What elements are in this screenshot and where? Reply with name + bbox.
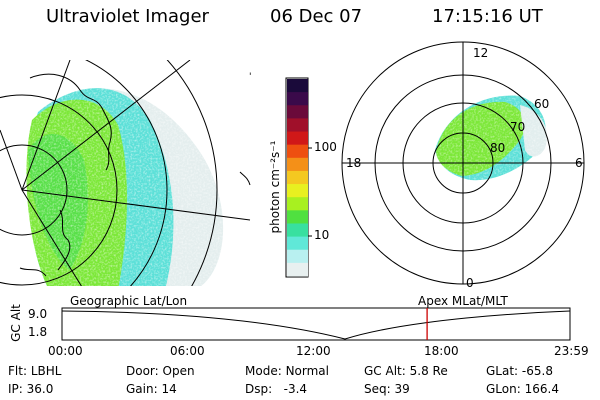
altitude-ytick-top: 9.0 xyxy=(28,307,48,321)
svg-text:': ' xyxy=(249,72,251,82)
altitude-plot xyxy=(61,307,571,341)
colorbar-swatch xyxy=(287,105,308,119)
colorbar-swatch xyxy=(287,197,308,211)
header-date: 06 Dec 07 xyxy=(270,6,363,27)
info-flt: Flt: LBHL xyxy=(8,364,62,378)
colorbar-swatch xyxy=(287,210,308,225)
info-glon: GLon: 166.4 xyxy=(486,382,559,396)
info-seq: Seq: 39 xyxy=(364,382,410,396)
left-panel-caption: Geographic Lat/Lon xyxy=(70,294,188,308)
altitude-xtick-3: 18:00 xyxy=(424,344,459,358)
polar-grid xyxy=(341,41,585,285)
colorbar-swatch xyxy=(287,92,308,106)
info-mode: Mode: Normal xyxy=(245,364,329,378)
colorbar-swatch xyxy=(287,170,308,185)
info-dsp: Dsp: -3.4 xyxy=(245,382,308,396)
colorbar-swatch xyxy=(287,79,308,93)
polar-lat-60: 60 xyxy=(534,97,550,111)
right-panel-caption: Apex MLat/MLT xyxy=(418,294,508,308)
colorbar-swatch xyxy=(287,131,308,146)
header-title: Ultraviolet Imager xyxy=(46,6,209,27)
polar-mlt-left: 18 xyxy=(346,156,362,170)
info-ip: IP: 36.0 xyxy=(8,382,54,396)
colorbar-swatch xyxy=(287,249,308,264)
altitude-xtick-2: 12:00 xyxy=(296,344,331,358)
colorbar-swatch xyxy=(287,157,308,172)
polar-lat-70: 70 xyxy=(510,120,526,134)
polar-mlt-right: 6 xyxy=(575,156,583,170)
info-gc-alt: GC Alt: 5.8 Re xyxy=(364,364,448,378)
colorbar-tick-10: 10 xyxy=(314,228,330,242)
altitude-xtick-1: 06:00 xyxy=(170,344,205,358)
geographic-grid xyxy=(0,60,251,286)
header-time: 17:15:16 UT xyxy=(432,6,543,27)
colorbar-tick-100: 100 xyxy=(314,140,337,154)
colorbar-label: photon cm⁻²s⁻¹ xyxy=(268,140,282,234)
polar-mlt-bottom: 0 xyxy=(466,276,474,290)
colorbar-swatch xyxy=(287,236,308,251)
altitude-ylabel: GC Alt xyxy=(9,304,23,342)
polar-lat-80: 80 xyxy=(490,141,506,155)
geographic-image xyxy=(0,60,255,286)
colorbar-swatch xyxy=(287,144,308,159)
altitude-ytick-bottom: 1.8 xyxy=(28,325,48,339)
colorbar xyxy=(285,77,312,278)
info-gain: Gain: 14 xyxy=(126,382,177,396)
info-glat: GLat: -65.8 xyxy=(486,364,553,378)
info-door: Door: Open xyxy=(126,364,195,378)
colorbar-swatch xyxy=(287,223,308,238)
colorbar-swatch xyxy=(287,118,308,133)
colorbar-swatch xyxy=(287,184,308,198)
colorbar-swatch xyxy=(287,262,308,277)
polar-mlt-top: 12 xyxy=(473,46,489,60)
altitude-xtick-0: 00:00 xyxy=(48,344,83,358)
altitude-xtick-4: 23:59 xyxy=(554,344,589,358)
